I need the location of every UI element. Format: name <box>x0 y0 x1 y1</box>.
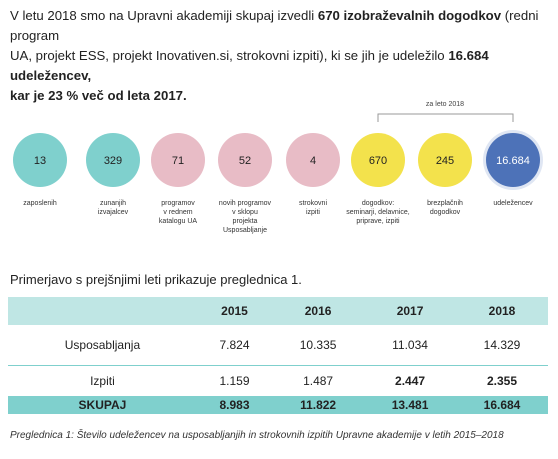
node-label: v sklopu <box>232 209 258 216</box>
node-label: seminarji, delavnice, <box>346 209 409 216</box>
node-circle <box>286 133 340 187</box>
node-circle <box>351 133 405 187</box>
intro-run: (redni program <box>10 8 539 43</box>
intro-line: UA, projekt ESS, projekt Inovativen.si, … <box>10 46 558 86</box>
caption: Preglednica 1: Število udeležencev na us… <box>10 430 504 441</box>
intro-run: V letu 2018 smo na Upravni akademiji sku… <box>10 8 318 23</box>
node-value: 52 <box>239 155 251 167</box>
node-label: udeležencev <box>493 200 533 207</box>
table-row: Usposabljanja 7.824 10.335 11.034 14.329 <box>8 325 548 366</box>
node-label: katalogu UA <box>159 218 197 225</box>
node-value: 4 <box>310 155 316 167</box>
node-value: 13 <box>34 155 46 167</box>
intro-line: kar je 23 % več od leta 2017. <box>10 86 558 106</box>
table: 2015 2016 2017 2018 Usposabljanja 7.824 10.335… <box>8 297 548 414</box>
node-circle <box>418 133 472 187</box>
infographic: za leto 2018 13 zaposlenih 329 zunanjih izva… <box>13 101 543 234</box>
node-label: izpiti <box>306 209 320 216</box>
table-cell: SKUPAJ <box>8 396 197 414</box>
node-circle <box>86 133 140 187</box>
table-cell: Izpiti <box>90 374 115 388</box>
table-cell: 2.447 <box>395 374 426 388</box>
table-cell: 11.034 <box>364 325 457 366</box>
node-value: 71 <box>172 155 184 167</box>
node-circle <box>13 133 67 187</box>
table-cell: 13.481 <box>364 396 457 414</box>
node-label: dogodkov <box>430 209 461 216</box>
intro-run: kar je 23 % več od leta 2017. <box>10 88 187 103</box>
table-cell: 1.487 <box>303 374 334 388</box>
node-label: strokovni <box>299 200 327 207</box>
header-cell: 2017 <box>364 297 457 325</box>
table-cell: 16.684 <box>456 396 548 414</box>
table-cell: 10.335 <box>272 325 365 366</box>
intro-run: 670 izobraževalnih dogodkov <box>317 8 502 23</box>
table-intro: Primerjavo s prejšnjimi leti prikazuje p… <box>10 272 302 287</box>
node-label: dogodkov: <box>362 200 394 207</box>
intro: V letu 2018 smo na Upravni akademiji sku… <box>10 6 558 106</box>
node-label: novih programov <box>219 200 272 207</box>
node-label: priprave, izpiti <box>356 218 400 225</box>
bracket <box>377 113 514 122</box>
intro-line: V letu 2018 smo na Upravni akademiji sku… <box>10 6 558 46</box>
header-cell: 2016 <box>272 297 365 325</box>
node-label: brezplačnih <box>427 200 463 207</box>
header-cell <box>8 297 197 325</box>
table-cell: 7.824 <box>196 325 273 366</box>
bracket-label: za leto 2018 <box>426 101 464 108</box>
header-cell: 2015 <box>196 297 273 325</box>
table-cell: 11.822 <box>272 396 365 414</box>
node-circle <box>218 133 272 187</box>
node-label: v rednem <box>163 209 192 216</box>
node-label: zunanjih <box>100 200 126 207</box>
table-cell: Usposabljanja <box>8 325 197 366</box>
header-row: 2015 2016 2017 2018 <box>8 297 548 325</box>
table-row: SKUPAJ 8.983 11.822 13.481 16.684 <box>8 396 548 414</box>
intro-run: 16.684 udeležencev, <box>10 48 489 83</box>
node-label: izvajalcev <box>98 209 129 216</box>
node-value: 245 <box>436 155 454 167</box>
node-label: programov <box>161 200 195 207</box>
intro-run: UA, projekt ESS, projekt Inovativen.si, … <box>10 48 449 63</box>
node-value: 670 <box>369 155 387 167</box>
node-circle <box>486 133 540 187</box>
node-value: 329 <box>104 155 122 167</box>
table-cell: 2.355 <box>486 374 518 388</box>
table-cell: 8.983 <box>196 396 273 414</box>
node-label: projekta <box>233 218 258 225</box>
table-cell: 14.329 <box>456 325 548 366</box>
header-cell: 2018 <box>456 297 548 325</box>
table-cell: 1.159 <box>219 374 250 388</box>
node-value: 16.684 <box>496 155 530 167</box>
node-label: zaposlenih <box>23 200 57 207</box>
table-row: Izpiti 1.159 1.487 2.447 2.355 <box>8 366 548 397</box>
node-label: Usposabljanje <box>223 227 267 234</box>
node-circle <box>151 133 205 187</box>
